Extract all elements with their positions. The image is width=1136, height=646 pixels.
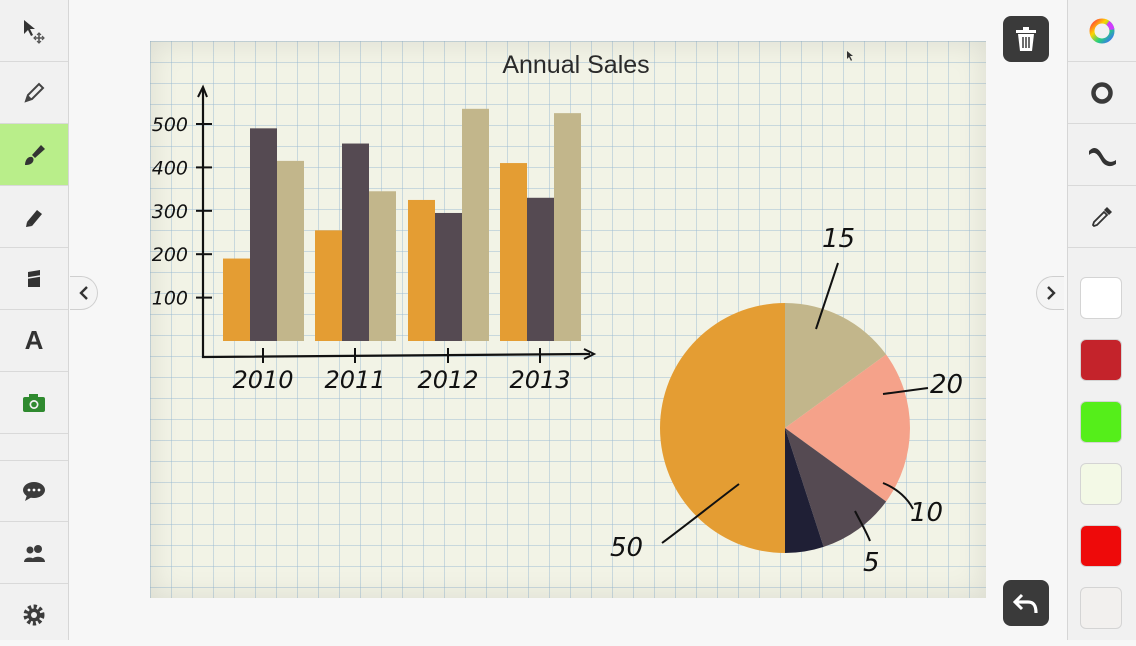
swatch-light-gray[interactable] [1080, 587, 1122, 629]
right-toolbar [1067, 0, 1136, 640]
swatch-white[interactable] [1080, 277, 1122, 319]
bar-2013-series-2 [527, 197, 554, 341]
pie-label-10: 10 [910, 498, 943, 528]
camera-tool[interactable] [0, 372, 68, 434]
drawing-canvas[interactable]: Annual Sales 100 200 300 400 500 2010 2011 201… [150, 41, 986, 598]
swatch-pale-green[interactable] [1080, 463, 1122, 505]
brush-size-tool[interactable] [1068, 62, 1136, 124]
leader-line-5 [854, 510, 871, 542]
pie-slice-10 [785, 428, 887, 547]
y-tick-label-100: 100 [152, 288, 188, 310]
bar-2013-series-1 [500, 163, 527, 341]
pencil-icon [24, 82, 45, 103]
bar-2012-series-1 [408, 199, 435, 341]
leader-line-15 [815, 262, 839, 330]
bar-chart: 100 200 300 400 500 2010 2011 2012 2013 [152, 84, 597, 394]
settings-tool[interactable] [0, 584, 68, 646]
swatch-red[interactable] [1080, 525, 1122, 567]
eyedropper-icon [1091, 206, 1112, 227]
stroke-style-tool[interactable] [1068, 124, 1136, 186]
users-tool[interactable] [0, 522, 68, 584]
pie-label-15: 15 [822, 224, 855, 254]
pie-slice-15 [785, 303, 887, 428]
select-move-tool[interactable] [0, 0, 68, 62]
pie-label-20: 20 [930, 370, 963, 400]
delete-button[interactable] [1003, 16, 1049, 62]
eyedropper-tool[interactable] [1068, 186, 1136, 248]
x-axis-arrow [583, 348, 597, 360]
chat-tool[interactable] [0, 460, 68, 522]
pencil-tool[interactable] [0, 62, 68, 124]
bar-2010-series-3 [277, 160, 304, 341]
cursor-icon [847, 51, 853, 61]
x-tick-label-2012: 2012 [417, 366, 478, 394]
bar-2010-series-1 [223, 258, 250, 341]
bar-2011-series-2 [342, 143, 369, 341]
ring-icon [1091, 81, 1113, 104]
wave-stroke-icon [1089, 147, 1116, 166]
pie-slice-5 [785, 428, 824, 553]
pie-chart: 15 20 10 5 50 [610, 224, 963, 578]
text-tool[interactable]: A [0, 310, 68, 372]
text-icon: A [24, 325, 44, 355]
users-icon [24, 544, 45, 562]
chevron-left-icon [78, 286, 88, 300]
leader-line-50 [661, 483, 740, 544]
chart-title: Annual Sales [502, 51, 650, 79]
leader-line-20 [882, 387, 929, 395]
bar-2011-series-3 [369, 191, 396, 341]
eraser-tool[interactable] [0, 248, 68, 310]
brush-tool[interactable] [0, 124, 68, 186]
y-tick-label-200: 200 [152, 244, 188, 266]
trash-icon [1016, 27, 1036, 51]
bar-2013-series-3 [554, 113, 581, 342]
undo-button[interactable] [1003, 580, 1049, 626]
camera-icon [23, 393, 45, 412]
x-tick-label-2013: 2013 [509, 366, 570, 394]
chat-icon [23, 482, 45, 501]
pie-slice-20 [785, 354, 911, 502]
collapse-right-toolbar-button[interactable] [1036, 276, 1064, 310]
marker-icon [26, 209, 42, 227]
y-tick-label-300: 300 [152, 201, 188, 223]
y-axis-arrow [197, 84, 208, 98]
eraser-icon [27, 269, 41, 287]
bar-2011-series-1 [315, 230, 342, 341]
swatch-dark-red[interactable] [1080, 339, 1122, 381]
color-wheel-icon [1089, 18, 1115, 43]
chevron-right-icon [1046, 286, 1056, 300]
undo-icon [1013, 593, 1038, 614]
bar-2012-series-2 [435, 212, 462, 341]
brush-icon [25, 144, 45, 165]
gear-icon [23, 604, 45, 626]
bar-2012-series-3 [462, 108, 489, 341]
x-tick-label-2010: 2010 [232, 366, 293, 394]
bar-2010-series-2 [250, 128, 277, 341]
x-tick-label-2011: 2011 [324, 366, 385, 394]
y-tick-label-500: 500 [152, 114, 188, 136]
marker-tool[interactable] [0, 186, 68, 248]
select-move-icon [24, 19, 45, 44]
pie-label-50: 50 [610, 533, 643, 563]
pie-slice-50 [660, 303, 785, 553]
leader-line-10 [882, 482, 914, 510]
swatch-green[interactable] [1080, 401, 1122, 443]
color-wheel-tool[interactable] [1068, 0, 1136, 62]
y-tick-label-400: 400 [152, 157, 188, 179]
pie-label-5: 5 [863, 548, 880, 578]
collapse-left-toolbar-button[interactable] [70, 276, 98, 310]
chart-axes [201, 89, 591, 359]
left-toolbar: A [0, 0, 69, 640]
